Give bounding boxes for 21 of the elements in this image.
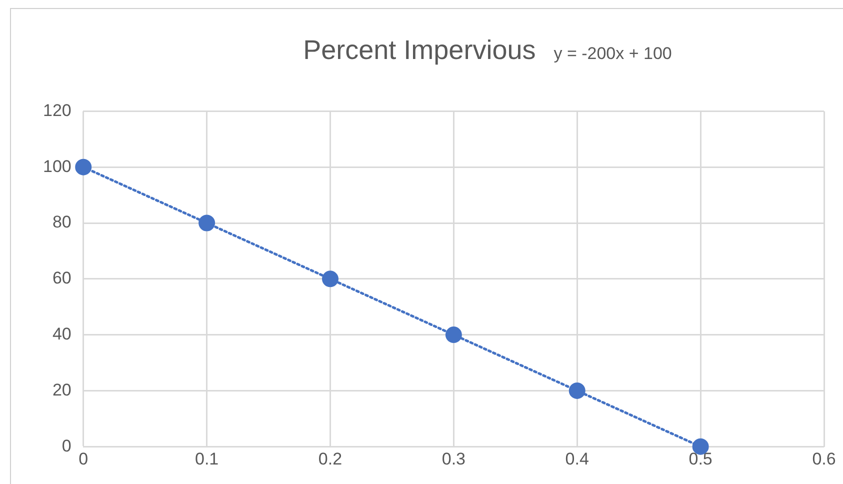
x-tick-label: 0.3 <box>442 449 466 468</box>
y-tick-label: 60 <box>52 268 72 288</box>
y-tick-label: 40 <box>52 324 72 344</box>
x-tick-label: 0.1 <box>194 449 219 468</box>
point <box>198 214 216 232</box>
y-tick-label: 80 <box>52 212 72 232</box>
point <box>568 382 586 399</box>
text: y = -200x + 100 <box>554 44 672 63</box>
point <box>322 270 338 288</box>
chart-title: Percent Impervious <box>302 35 536 65</box>
x-tick-label: 0.4 <box>565 449 589 468</box>
x-tick-label: 0 <box>78 449 88 468</box>
y-tick-label: 100 <box>42 156 72 176</box>
x-tick-label: 0.2 <box>318 449 342 468</box>
y-tick-label: 120 <box>42 100 72 120</box>
x-tick-label: 0.6 <box>812 449 836 468</box>
y-tick-label: 20 <box>52 380 72 400</box>
x-tick-label: 0.5 <box>688 449 712 468</box>
point <box>445 326 462 344</box>
point <box>75 158 92 176</box>
y-tick-label: 0 <box>62 436 72 456</box>
